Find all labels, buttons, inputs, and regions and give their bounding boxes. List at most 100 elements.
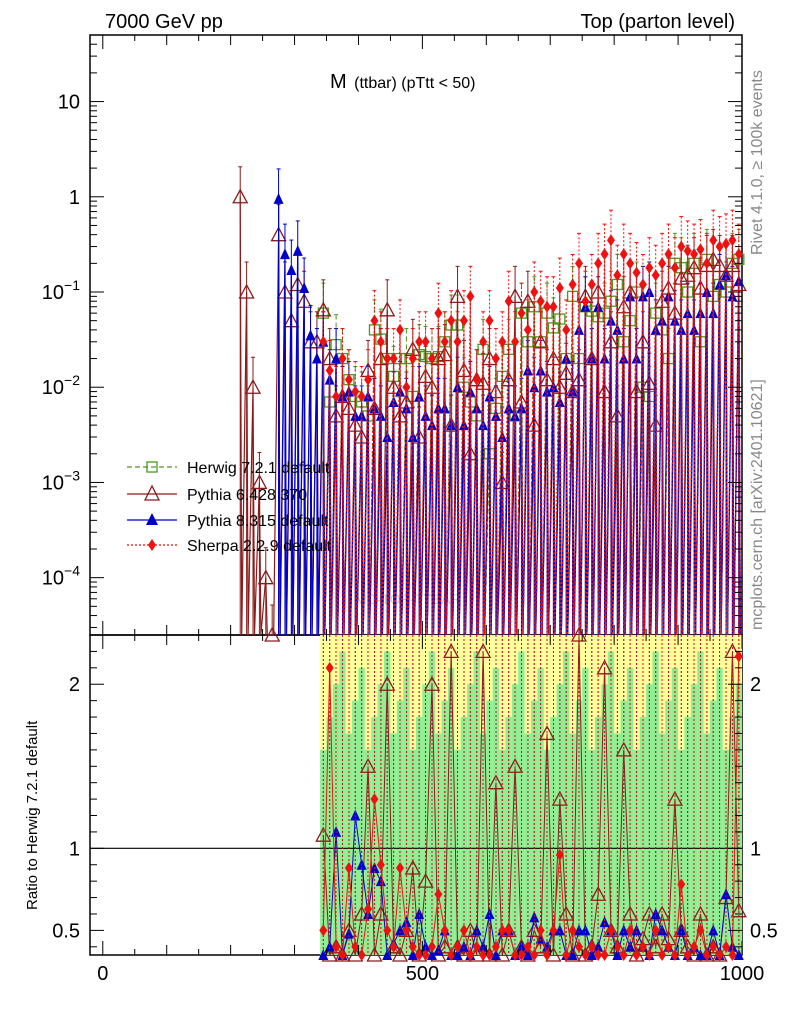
ratio-point-sherpa [638,940,647,953]
legend-label-pythia6: Pythia 6.428 370 [187,487,307,504]
ratio-point-sherpa [434,888,443,901]
main-ytick-label: 10−3 [42,467,80,494]
ratio-point-pythia8 [567,949,578,960]
main-ytick-label-exp: −3 [64,467,80,483]
ratio-line-pythia6 [322,634,740,957]
ratio-xtick-label: 0 [97,963,108,985]
ratio-point-pythia8 [593,940,604,952]
point-sherpa [645,261,654,274]
point-sherpa [581,295,590,308]
ratio-point-pythia6 [475,643,492,659]
point-sherpa [702,257,711,270]
point-pythia8 [471,402,482,414]
ratio-point-sherpa [376,858,385,871]
ratio-point-pythia8 [490,949,501,960]
ratio-point-pythia6 [315,826,332,842]
ratio-point-sherpa [562,949,571,961]
point-sherpa [370,314,379,327]
point-sherpa [479,335,488,348]
ratio-point-sherpa [332,940,341,953]
main-ytick-label: 10 [58,92,80,114]
series-sherpa [319,209,743,636]
point-sherpa [696,243,705,256]
line-sherpa [322,240,741,636]
point-sherpa [658,257,667,270]
ratio-point-pythia8 [516,940,527,952]
point-pythia8 [510,409,521,421]
point-sherpa [683,244,692,257]
ratio-point-pythia8 [554,924,565,936]
ratio-point-pythia8 [407,949,418,960]
point-sherpa [459,314,468,327]
ratio-point-sherpa [357,949,366,961]
point-pythia8 [292,244,303,256]
ratio-point-sherpa [472,940,481,953]
ratio-point-pythia6 [404,859,421,875]
ratio-point-sherpa [517,949,526,961]
point-pythia6 [257,569,274,585]
point-pythia8 [682,307,693,319]
point-pythia8 [363,390,374,402]
point-sherpa [498,335,507,348]
ratio-point-sherpa [690,940,699,953]
header-left: 7000 GeV pp [105,11,223,33]
ratio-point-sherpa [555,848,564,861]
ratio-point-pythia8 [458,940,469,952]
ratio-point-sherpa [587,940,596,953]
point-sherpa [389,352,398,365]
legend: Herwig 7.2.1 default Pythia 6.428 370 Py… [127,460,332,555]
point-pythia8 [554,395,565,407]
plot-title: M (ttbar) (pTtt < 50) [330,71,476,93]
ratio-ytick-label-right: 2 [750,674,761,696]
ratio-ytick-label-right: 0.5 [750,920,778,942]
main-ytick-label-base: 1 [69,187,80,209]
point-sherpa [447,314,456,327]
point-sherpa [466,290,475,303]
point-sherpa [511,335,520,348]
ratio-point-pythia8 [452,949,463,960]
ratio-point-pythia6 [391,946,409,962]
point-sherpa [396,323,405,336]
ratio-ytick-label-left: 0.5 [52,920,80,942]
point-sherpa [568,278,577,291]
main-ytick-label-base: 10 [42,282,64,304]
point-pythia6 [264,626,281,642]
ratio-point-pythia8 [721,888,732,900]
ratio-point-sherpa [581,949,590,961]
ratio-point-sherpa [645,949,654,961]
point-sherpa [670,261,679,274]
point-sherpa [357,390,366,403]
ratio-point-sherpa [575,940,583,953]
point-sherpa [549,300,558,313]
point-pythia6 [251,474,268,490]
legend-label-pythia8: Pythia 8.315 default [187,513,329,530]
ratio-point-sherpa [344,862,353,875]
ratio-point-sherpa [683,949,692,961]
rivet-label: Rivet 4.1.0, ≥ 100k events [749,70,766,255]
ratio-point-sherpa [670,949,679,961]
main-ytick-label: 1 [69,187,80,209]
point-sherpa [651,269,660,282]
ratio-point-pythia8 [676,924,687,936]
ratio-point-sherpa [383,924,392,937]
point-sherpa [728,234,737,247]
point-pythia6 [232,188,249,204]
point-sherpa [709,234,718,247]
ratio-point-sherpa [370,793,379,806]
point-sherpa [383,352,392,365]
ratio-point-sherpa [389,940,398,953]
ratio-point-sherpa [658,949,667,961]
point-sherpa [626,257,635,270]
point-sherpa [491,352,500,365]
ratio-point-pythia8 [625,940,636,952]
ratio-point-sherpa [523,940,532,953]
ratio-point-sherpa [491,940,500,953]
point-sherpa [715,240,724,253]
ratio-point-sherpa [613,940,622,953]
ratio-point-pythia8 [733,949,744,960]
header-right: Top (parton level) [580,11,735,33]
ratio-point-sherpa [396,862,405,875]
ratio-point-pythia8 [695,949,706,960]
point-sherpa [722,237,731,250]
main-ytick-label-exp: −4 [64,563,80,579]
